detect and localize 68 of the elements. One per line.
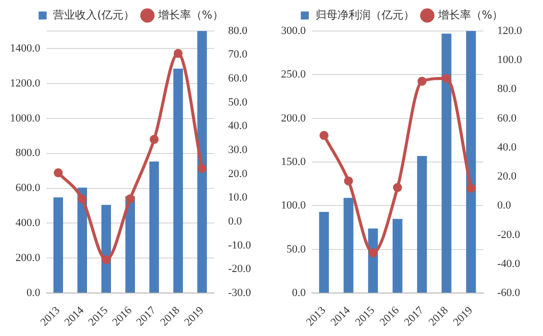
- point: [344, 176, 353, 186]
- legend-label: 营业收入(亿元）: [53, 8, 134, 22]
- y2-tick-label: 120.0: [497, 24, 522, 37]
- y-tick-label: 400.0: [16, 217, 41, 230]
- y2-tick-label: -30.0: [228, 287, 252, 299]
- point: [126, 194, 135, 204]
- y2-tick-label: 10.0: [228, 192, 248, 204]
- point: [442, 74, 451, 83]
- y2-tick-label: -60.0: [497, 287, 521, 299]
- y2-tick-label: 80.0: [228, 24, 248, 37]
- bar: [125, 196, 135, 293]
- y2-tick-label: 60.0: [497, 112, 517, 124]
- y2-tick-label: 70.0: [228, 48, 248, 61]
- y2-tick-label: 30.0: [228, 144, 248, 156]
- y2-tick-label: 0.0: [497, 200, 512, 212]
- bar: [149, 162, 159, 293]
- y-tick-label: 200.0: [16, 252, 41, 264]
- bar: [197, 31, 207, 293]
- point: [150, 134, 159, 144]
- y2-tick-label: -10.0: [228, 239, 252, 252]
- point: [174, 48, 183, 58]
- y-tick-label: 800.0: [16, 147, 41, 160]
- legend-label: 增长率（%）: [156, 8, 224, 22]
- y-tick-label: 600.0: [16, 182, 41, 194]
- bar: [392, 218, 402, 293]
- point: [368, 248, 378, 258]
- bar: [417, 156, 427, 293]
- legend-label: 增长率（%）: [436, 8, 504, 22]
- bar: [53, 197, 64, 293]
- point: [102, 255, 111, 264]
- y-tick-label: 0.0: [292, 287, 306, 299]
- y2-tick-label: 60.0: [228, 72, 248, 85]
- y-tick-label: 1200.0: [10, 77, 41, 90]
- bar: [319, 212, 329, 293]
- point: [320, 130, 328, 140]
- y2-tick-label: 0.0: [228, 216, 242, 228]
- bar: [173, 68, 183, 293]
- point: [418, 76, 426, 86]
- y-tick-label: 100.0: [281, 200, 306, 212]
- y-tick-label: 1400.0: [10, 42, 41, 54]
- y2-tick-label: -20.0: [228, 263, 252, 276]
- y-tick-label: 0.0: [26, 287, 41, 299]
- y-tick-label: 300.0: [281, 24, 306, 37]
- bar: [101, 204, 111, 293]
- point: [393, 183, 402, 192]
- y2-tick-label: 80.0: [497, 83, 517, 96]
- y2-tick-label: -40.0: [497, 258, 521, 270]
- y2-tick-label: 50.0: [228, 96, 248, 108]
- y2-tick-label: -20.0: [497, 228, 521, 241]
- y-tick-label: 200.0: [281, 112, 306, 124]
- y2-tick-label: 40.0: [228, 120, 248, 132]
- y2-tick-label: 100.0: [497, 54, 522, 66]
- y2-tick-label: 20.0: [228, 168, 248, 180]
- y-tick-label: 150.0: [281, 156, 306, 168]
- bar: [442, 34, 452, 293]
- y-tick-label: 50.0: [286, 243, 306, 256]
- y-tick-label: 250.0: [281, 68, 306, 81]
- y2-tick-label: 20.0: [497, 170, 517, 183]
- bar: [77, 188, 88, 293]
- y-tick-label: 1000.0: [10, 112, 41, 124]
- point: [54, 168, 63, 178]
- point: [198, 164, 207, 173]
- point: [466, 184, 476, 193]
- bar: [466, 31, 476, 293]
- point: [78, 194, 87, 204]
- bar: [344, 198, 354, 293]
- y2-tick-label: 40.0: [497, 141, 517, 154]
- legend-label: 归母净利润（亿元）: [315, 8, 414, 22]
